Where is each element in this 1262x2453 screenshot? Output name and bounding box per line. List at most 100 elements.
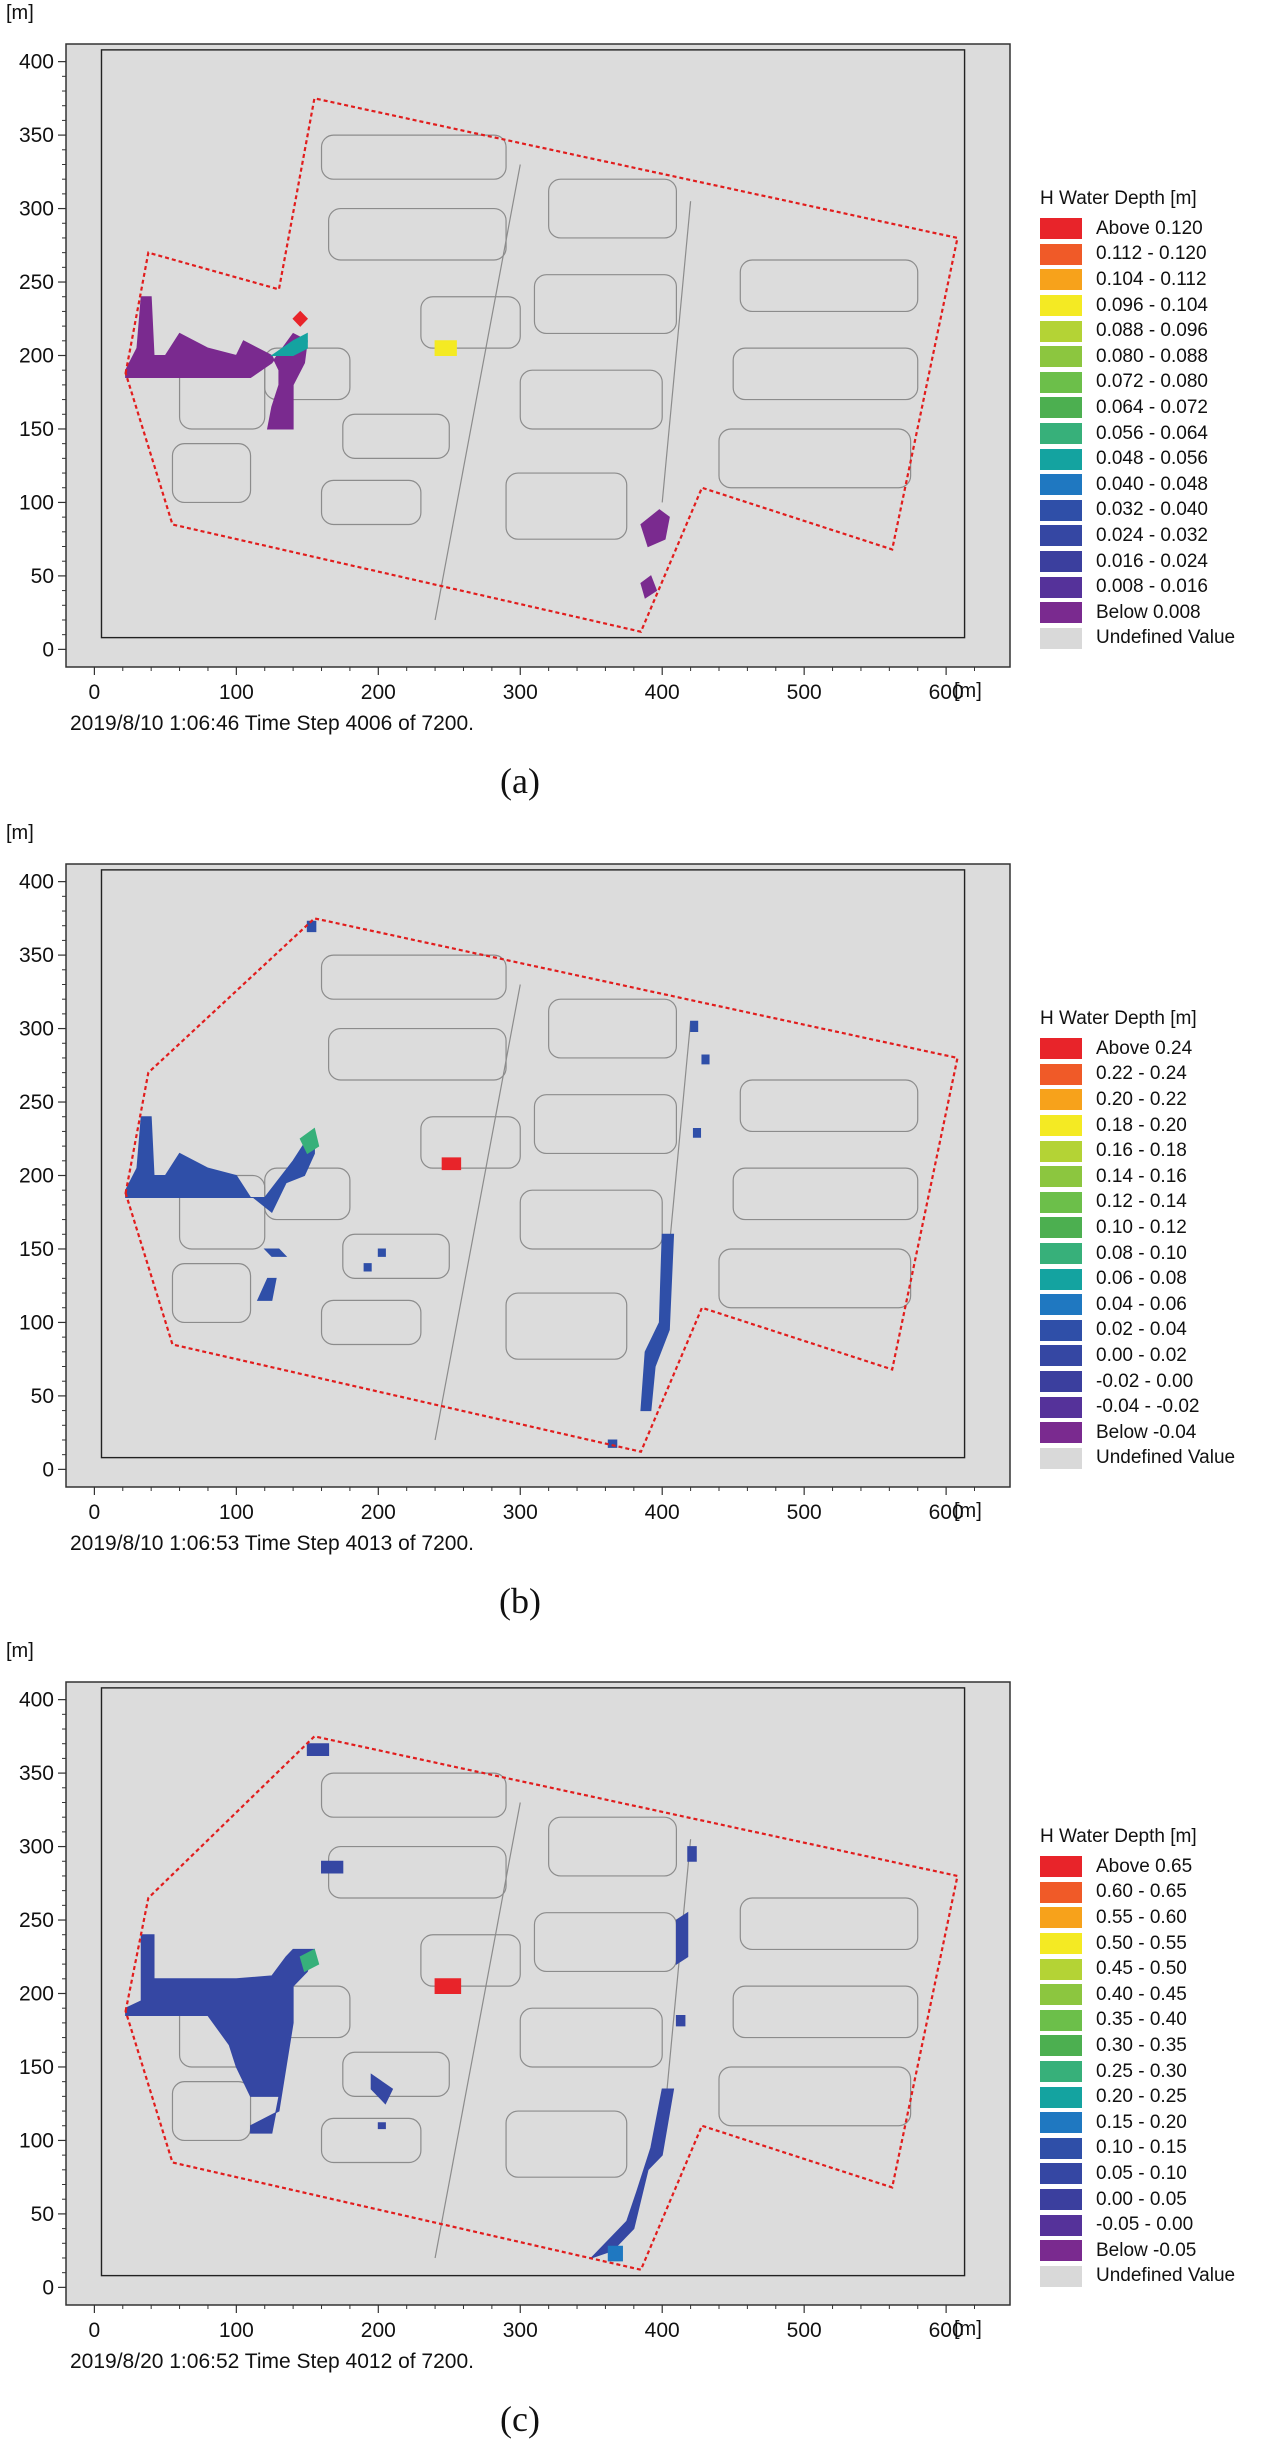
legend-swatch <box>1040 1217 1082 1239</box>
water-depth-zone <box>263 1248 288 1257</box>
legend-item: 0.040 - 0.048 <box>1040 472 1262 498</box>
legend-label: 0.20 - 0.22 <box>1096 1088 1187 1110</box>
building-outline <box>732 347 919 401</box>
building-outline <box>732 1985 919 2039</box>
legend-item: 0.08 - 0.10 <box>1040 1241 1262 1267</box>
building-outline <box>328 207 507 261</box>
x-unit-label-b: [m] <box>954 1500 982 1522</box>
building-outline <box>718 2066 912 2127</box>
building-outline <box>171 2081 252 2142</box>
building-outline <box>171 1263 252 1324</box>
legend-label: -0.04 - -0.02 <box>1096 1396 1200 1418</box>
legend-swatch <box>1040 1933 1082 1955</box>
legend-item: 0.60 - 0.65 <box>1040 1880 1262 1906</box>
building-outline <box>739 1079 919 1133</box>
legend-label: Above 0.24 <box>1096 1037 1193 1059</box>
legend-swatch <box>1040 397 1082 419</box>
legend-label: Above 0.120 <box>1096 217 1203 239</box>
legend-swatch <box>1040 2265 1082 2287</box>
legend-label: 0.14 - 0.16 <box>1096 1165 1187 1187</box>
legend-swatch <box>1040 2240 1082 2262</box>
y-tick-label: 350 <box>19 1762 54 1785</box>
water-depth-zone <box>607 2245 623 2262</box>
site-boundary <box>124 1735 959 2272</box>
legend-swatch <box>1040 2214 1082 2236</box>
legend-label: 0.00 - 0.05 <box>1096 2188 1187 2210</box>
legend-item: 0.080 - 0.088 <box>1040 344 1262 370</box>
legend-swatch <box>1040 295 1082 317</box>
x-tick-label: 100 <box>219 1501 254 1524</box>
x-tick-label: 400 <box>645 681 680 704</box>
legend-label: 0.35 - 0.40 <box>1096 2009 1187 2031</box>
legend-item: Undefined Value <box>1040 2264 1262 2290</box>
building-outline <box>342 413 450 459</box>
building-outline <box>320 479 422 526</box>
legend-swatch <box>1040 269 1082 291</box>
y-tick-label: 200 <box>19 345 54 368</box>
legend-swatch <box>1040 1063 1082 1085</box>
y-tick-label: 200 <box>19 1983 54 2006</box>
x-tick-label: 0 <box>89 681 101 704</box>
building-outline <box>342 2051 450 2097</box>
legend-label: 0.40 - 0.45 <box>1096 1983 1187 2005</box>
legend-label: 0.12 - 0.14 <box>1096 1191 1187 1213</box>
legend-swatch <box>1040 1371 1082 1393</box>
legend-label: -0.05 - 0.00 <box>1096 2214 1194 2236</box>
building-outline <box>533 1094 678 1155</box>
building-outlines <box>171 954 919 1360</box>
x-tick-label: 300 <box>503 681 538 704</box>
y-tick-label: 250 <box>19 1909 54 1932</box>
x-tick-label: 300 <box>503 1501 538 1524</box>
legend-b: H Water Depth [m] Above 0.24 0.22 - 0.24 0… <box>1040 1008 1262 1471</box>
chart-panel-b: 0 100 200 300 400 500 600 0 50 100 150 200 250 300 350… <box>0 820 1262 1635</box>
water-depth-zone <box>125 1934 316 2134</box>
legend-item: 0.16 - 0.18 <box>1040 1138 1262 1164</box>
y-tick-label: 400 <box>19 871 54 894</box>
y-unit-label-c: [m] <box>6 1640 34 1662</box>
legend-label: 0.45 - 0.50 <box>1096 1958 1187 1980</box>
legend-rows-a: Above 0.120 0.112 - 0.120 0.104 - 0.112 0.0… <box>1040 216 1262 651</box>
legend-label: Above 0.65 <box>1096 1855 1193 1877</box>
legend-swatch <box>1040 1396 1082 1418</box>
legend-item: 0.55 - 0.60 <box>1040 1905 1262 1931</box>
legend-item: 0.04 - 0.06 <box>1040 1292 1262 1318</box>
chart-svg-a: 0 100 200 300 400 500 600 0 50 100 150 200 250 300 350… <box>19 43 1011 704</box>
water-depth-zone <box>701 1054 710 1065</box>
legend-label: 0.08 - 0.10 <box>1096 1242 1187 1264</box>
y-tick-label: 100 <box>19 491 54 514</box>
legend-a: H Water Depth [m] Above 0.120 0.112 - 0.1… <box>1040 188 1262 651</box>
building-outline <box>420 1934 521 1987</box>
legend-label: 0.05 - 0.10 <box>1096 2162 1187 2184</box>
caption-a: (a) <box>500 761 540 801</box>
legend-item: Below 0.008 <box>1040 600 1262 626</box>
legend-item: 0.45 - 0.50 <box>1040 1956 1262 1982</box>
legend-label: 0.22 - 0.24 <box>1096 1063 1187 1085</box>
legend-item: 0.10 - 0.12 <box>1040 1215 1262 1241</box>
domain-frame <box>100 869 966 1459</box>
road-line <box>661 201 692 503</box>
legend-label: 0.048 - 0.056 <box>1096 448 1208 470</box>
legend-label: 0.080 - 0.088 <box>1096 345 1208 367</box>
water-depth-zone <box>640 509 670 548</box>
x-tick-label: 500 <box>787 1501 822 1524</box>
legend-item: 0.25 - 0.30 <box>1040 2059 1262 2085</box>
y-tick-label: 400 <box>19 51 54 74</box>
water-depth-zone <box>434 1978 462 1994</box>
legend-item: 0.032 - 0.040 <box>1040 498 1262 524</box>
legend-item: 0.12 - 0.14 <box>1040 1190 1262 1216</box>
legend-item: 0.104 - 0.112 <box>1040 267 1262 293</box>
water-depth-zone <box>377 2122 386 2130</box>
building-outline <box>320 134 507 180</box>
legend-item: 0.20 - 0.25 <box>1040 2084 1262 2110</box>
x-tick-label: 0 <box>89 2319 101 2342</box>
legend-swatch <box>1040 1984 1082 2006</box>
legend-item: 0.056 - 0.064 <box>1040 421 1262 447</box>
legend-label: 0.02 - 0.04 <box>1096 1319 1187 1341</box>
legend-c: H Water Depth [m] Above 0.65 0.60 - 0.65 0… <box>1040 1826 1262 2289</box>
x-tick-label: 500 <box>787 681 822 704</box>
legend-item: 0.50 - 0.55 <box>1040 1931 1262 1957</box>
x-tick-label: 400 <box>645 2319 680 2342</box>
legend-item: 0.008 - 0.016 <box>1040 574 1262 600</box>
y-tick-label: 400 <box>19 1689 54 1712</box>
legend-item: 0.10 - 0.15 <box>1040 2136 1262 2162</box>
